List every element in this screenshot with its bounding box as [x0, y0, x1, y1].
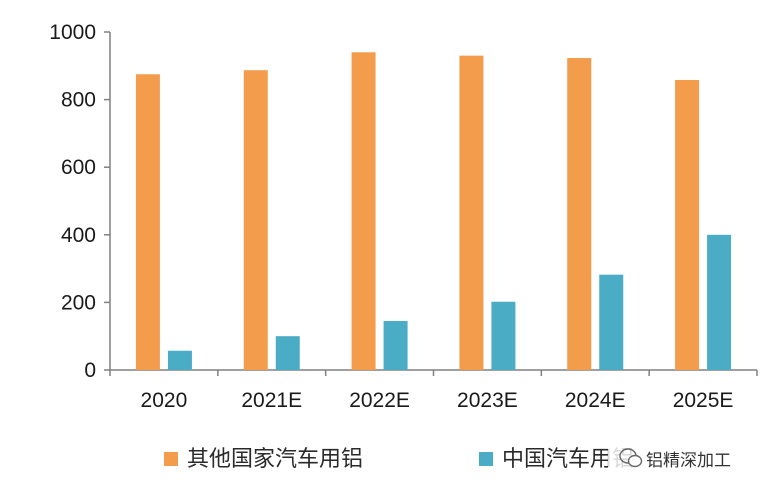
x-tick-label: 2022E	[349, 389, 410, 412]
x-tick-label: 2024E	[565, 389, 626, 412]
x-tick-label: 2023E	[457, 389, 518, 412]
legend-swatch-series-1	[164, 452, 178, 466]
bar-series-1-2020	[135, 74, 160, 370]
x-tick-label: 2021E	[241, 389, 302, 412]
wechat-icon	[619, 448, 643, 468]
bar-series-2-2024E	[599, 274, 624, 370]
watermark-text: 铝精深加工	[646, 451, 731, 471]
bar-group	[135, 52, 732, 370]
x-tick-label: 2025E	[673, 389, 734, 412]
legend: 其他国家汽车用铝 中国汽车用铝	[164, 447, 634, 472]
bar-series-1-2025E	[675, 79, 700, 370]
bar-series-1-2022E	[351, 52, 376, 370]
bar-series-1-2023E	[459, 55, 484, 370]
y-tick-label: 400	[61, 224, 96, 247]
bar-series-2-2025E	[707, 234, 732, 370]
y-tick-label: 1000	[49, 21, 96, 44]
bar-series-2-2023E	[491, 301, 516, 370]
watermark-background	[608, 441, 768, 473]
y-tick-label: 600	[61, 156, 96, 179]
bar-series-2-2022E	[383, 320, 408, 370]
y-tick-label: 0	[84, 359, 96, 382]
x-tick-label: 2020	[141, 389, 188, 412]
bar-series-2-2020	[167, 350, 192, 370]
chart-axes	[109, 32, 757, 371]
y-tick-label: 800	[61, 89, 96, 112]
bar-series-1-2021E	[243, 70, 268, 370]
watermark: 铝精深加工	[608, 441, 768, 473]
x-tick-group: 2020 2021E 2022E 2023E 2024E 2025E	[109, 370, 758, 412]
legend-swatch-series-2	[479, 452, 493, 466]
y-tick-label: 200	[61, 291, 96, 314]
bar-series-1-2024E	[567, 58, 592, 370]
bar-series-2-2021E	[275, 336, 300, 370]
legend-label-series-1: 其他国家汽车用铝	[187, 447, 363, 472]
y-tick-group: 0 200 400 600 800 1000	[49, 21, 110, 382]
